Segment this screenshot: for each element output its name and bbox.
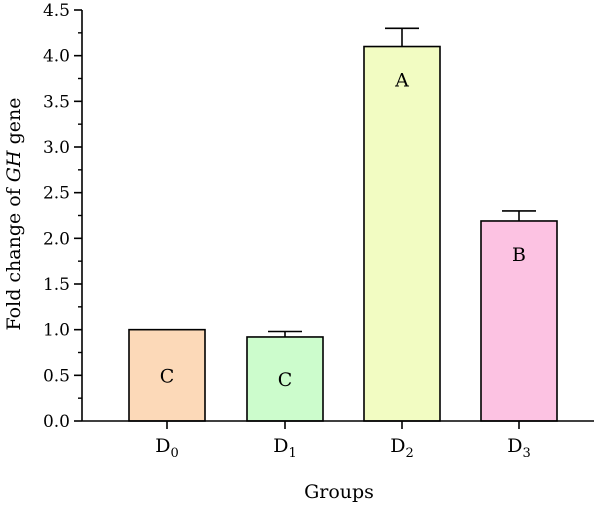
x-tick-label-1: D1	[273, 435, 297, 461]
y-tick-label-4: 2.0	[43, 229, 70, 249]
y-axis-title-gene: GH	[3, 150, 25, 182]
y-tick-label-0: 0.0	[43, 412, 70, 432]
y-tick-label-8: 4.0	[43, 47, 70, 67]
y-axis-title-suffix: gene	[3, 98, 25, 151]
significance-letter-0: C	[160, 365, 175, 387]
y-axis: 0.0 0.5 1.0 1.5 2.0 2.5 3.0 3.5 4.0 4.5	[43, 1, 83, 432]
significance-letters-layer: C C A B	[160, 70, 526, 391]
significance-letter-2: A	[394, 70, 409, 92]
x-tick-label-0: D0	[155, 435, 179, 461]
y-axis-title-prefix: Fold change of	[3, 182, 25, 330]
y-tick-label-6: 3.0	[43, 138, 70, 158]
x-axis-title: Groups	[304, 481, 374, 503]
bar-0	[128, 328, 206, 422]
significance-letter-3: B	[512, 244, 526, 266]
y-tick-label-7: 3.5	[43, 92, 70, 112]
bar-1	[246, 336, 324, 422]
y-tick-label-1: 0.5	[43, 366, 70, 386]
x-tick-label-3: D3	[507, 435, 531, 461]
y-tick-label-9: 4.5	[43, 1, 70, 21]
bars-layer	[128, 45, 558, 422]
y-tick-label-2: 1.0	[43, 321, 70, 341]
error-bars-layer	[268, 27, 536, 337]
y-tick-label-5: 2.5	[43, 184, 70, 204]
y-axis-title: Fold change of GH gene	[3, 98, 25, 331]
significance-letter-1: C	[278, 369, 293, 391]
x-tick-label-2: D2	[390, 435, 414, 461]
bar-2	[363, 45, 441, 422]
x-axis: D0 D1 D2 D3	[82, 420, 594, 461]
y-tick-label-3: 1.5	[43, 275, 70, 295]
